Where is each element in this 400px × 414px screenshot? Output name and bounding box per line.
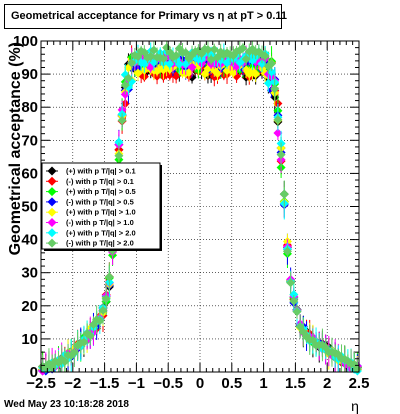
- data-point: [85, 331, 95, 341]
- data-point: [273, 128, 283, 138]
- data-point: [232, 62, 242, 72]
- y-tick-label: 60: [21, 165, 38, 182]
- x-tick-label: −1: [128, 375, 145, 392]
- timestamp: Wed May 23 10:18:28 2018: [4, 399, 129, 410]
- data-point: [120, 80, 130, 90]
- data-point: [69, 347, 79, 357]
- data-point: [282, 246, 292, 256]
- data-point: [270, 84, 280, 94]
- y-tick-label: 20: [21, 298, 38, 315]
- data-point: [257, 59, 267, 69]
- x-tick-label: 1.5: [285, 375, 306, 392]
- y-tick-label: 90: [21, 66, 38, 83]
- data-point: [114, 137, 124, 147]
- y-axis-label: Geometrical acceptance (%): [7, 42, 24, 255]
- data-point: [114, 151, 124, 161]
- data-point: [127, 58, 137, 68]
- y-tick-label: 100: [13, 33, 38, 50]
- data-point: [101, 294, 111, 304]
- data-point: [98, 305, 108, 315]
- data-point: [286, 278, 296, 288]
- data-point: [174, 59, 184, 69]
- legend-entry-label: (-) with p T/|q| > 0.1: [66, 177, 134, 186]
- y-tick-label: 0: [30, 364, 38, 381]
- legend-entry-label: (-) with p T/|q| > 1.0: [66, 218, 134, 227]
- data-point: [149, 45, 159, 55]
- data-point: [241, 54, 251, 64]
- y-tick-label: 50: [21, 199, 38, 216]
- data-point: [158, 54, 168, 64]
- legend-entry-label: (-) with p T/|q| > 2.0: [66, 239, 134, 248]
- data-point: [95, 316, 105, 326]
- data-point: [273, 115, 283, 125]
- x-tick-label: 1: [259, 375, 267, 392]
- x-tick-label: 0.5: [221, 375, 242, 392]
- y-tick-label: 30: [21, 265, 38, 282]
- data-point: [238, 43, 248, 53]
- x-axis-label: η: [351, 398, 359, 414]
- data-points: [38, 41, 362, 376]
- legend-entry-label: (+) with p T/|q| > 0.5: [66, 187, 136, 196]
- data-point: [120, 70, 130, 80]
- data-point: [212, 68, 222, 78]
- legend-box: [41, 162, 161, 250]
- data-point: [60, 357, 70, 367]
- x-tick-label: 0: [196, 375, 204, 392]
- axis-ticks: −2.5 −2 −1.5 −1 −0.5 0 0.5 1 1.5 2 2.5 0 10 20 30 40 50 6…: [13, 33, 369, 392]
- x-tick-label: −0.5: [153, 375, 183, 392]
- data-point: [267, 67, 277, 77]
- data-point: [171, 71, 181, 81]
- data-point: [146, 51, 156, 61]
- data-point: [228, 68, 238, 78]
- data-point: [117, 115, 127, 125]
- x-tick-label: −2.5: [26, 375, 56, 392]
- legend-entry-label: (+) with p T/|q| > 2.0: [66, 228, 136, 237]
- data-point: [289, 289, 299, 299]
- x-tick-label: 2: [323, 375, 331, 392]
- data-point: [203, 45, 213, 55]
- data-point: [289, 296, 299, 306]
- data-point: [263, 78, 273, 88]
- data-point: [79, 337, 89, 347]
- legend-entry-label: (-) with p T/|q| > 0.5: [66, 197, 134, 206]
- y-tick-label: 40: [21, 232, 38, 249]
- x-tick-label: −1.5: [90, 375, 120, 392]
- data-point: [260, 51, 270, 61]
- legend-entry-label: (+) with p T/|q| > 0.1: [66, 167, 136, 176]
- data-point: [267, 59, 277, 69]
- x-tick-label: −2: [64, 375, 81, 392]
- data-point: [279, 189, 289, 199]
- data-point: [352, 364, 362, 374]
- data-point: [123, 73, 133, 83]
- y-tick-label: 10: [21, 331, 38, 348]
- legend: (+) with p T/|q| > 0.1(-) with p T/|q| >…: [41, 162, 162, 251]
- x-tick-label: 2.5: [349, 375, 370, 392]
- legend-entry-label: (+) with p T/|q| > 1.0: [66, 208, 136, 217]
- data-point: [276, 150, 286, 160]
- data-point: [171, 50, 181, 60]
- data-point: [187, 62, 197, 72]
- y-tick-label: 70: [21, 132, 38, 149]
- y-tick-label: 80: [21, 99, 38, 116]
- data-point: [104, 272, 114, 282]
- data-point: [292, 307, 302, 317]
- data-point: [165, 59, 175, 69]
- chart-title: Geometrical acceptance for Primary vs η …: [4, 4, 287, 29]
- data-point: [133, 68, 143, 78]
- data-point: [251, 69, 261, 79]
